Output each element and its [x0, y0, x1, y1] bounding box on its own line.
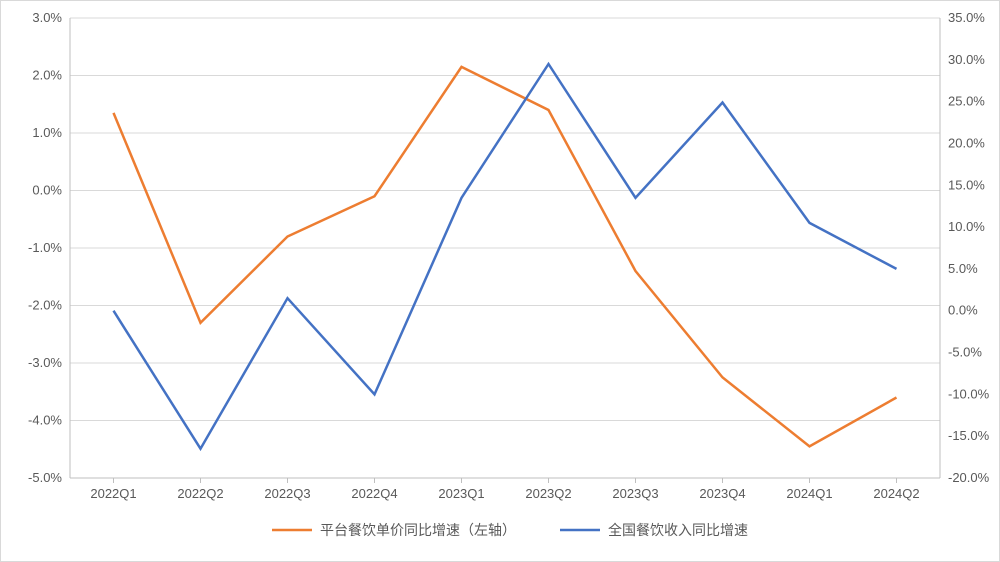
left-tick-label: -3.0%	[28, 355, 62, 370]
right-axis-labels: -20.0% -15.0% -10.0% -5.0% 0.0% 5.0% 10.0% 15.0…	[948, 10, 990, 485]
left-tick-label: 0.0%	[32, 183, 62, 198]
right-tick-label: 0.0%	[948, 303, 978, 318]
left-tick-label: 2.0%	[32, 68, 62, 83]
x-tick-label: 2024Q2	[873, 486, 919, 501]
right-tick-label: 20.0%	[948, 135, 985, 150]
right-tick-label: 35.0%	[948, 10, 985, 25]
right-tick-label: 15.0%	[948, 177, 985, 192]
right-tick-label: -20.0%	[948, 470, 990, 485]
dual-axis-line-chart: -5.0% -4.0% -3.0% -2.0% -1.0% 0.0% 1.0% 2.0% 3.0…	[0, 0, 1000, 562]
x-tick-label: 2023Q1	[438, 486, 484, 501]
legend: 平台餐饮单价同比增速（左轴） 全国餐饮收入同比增速	[272, 522, 748, 538]
left-tick-label: 1.0%	[32, 125, 62, 140]
left-tick-label: -1.0%	[28, 240, 62, 255]
x-tick-label: 2022Q1	[90, 486, 136, 501]
x-tick-label: 2023Q4	[699, 486, 745, 501]
right-tick-label: -15.0%	[948, 428, 990, 443]
left-tick-label: -4.0%	[28, 413, 62, 428]
x-tick-label: 2022Q4	[351, 486, 397, 501]
x-tick-label: 2022Q3	[264, 486, 310, 501]
left-axis-labels: -5.0% -4.0% -3.0% -2.0% -1.0% 0.0% 1.0% 2.0% 3.0…	[28, 10, 62, 485]
right-tick-label: 10.0%	[948, 219, 985, 234]
x-tick-label: 2024Q1	[786, 486, 832, 501]
gridlines	[70, 18, 940, 478]
left-tick-label: 3.0%	[32, 10, 62, 25]
series-national_revenue_yoy	[114, 64, 897, 449]
x-tick-label: 2023Q3	[612, 486, 658, 501]
x-tick-label: 2023Q2	[525, 486, 571, 501]
right-tick-label: 30.0%	[948, 52, 985, 67]
right-tick-label: -10.0%	[948, 386, 990, 401]
right-tick-label: 5.0%	[948, 261, 978, 276]
right-tick-label: -5.0%	[948, 345, 982, 360]
x-axis-labels: 2022Q1 2022Q2 2022Q3 2022Q4 2023Q1 2023Q2 2023…	[90, 478, 919, 501]
series-platform_price_yoy	[114, 67, 897, 447]
legend-label-national_revenue_yoy: 全国餐饮收入同比增速	[608, 522, 748, 538]
legend-label-platform_price_yoy: 平台餐饮单价同比增速（左轴）	[320, 522, 516, 538]
left-tick-label: -5.0%	[28, 470, 62, 485]
x-tick-label: 2022Q2	[177, 486, 223, 501]
right-tick-label: 25.0%	[948, 94, 985, 109]
left-tick-label: -2.0%	[28, 298, 62, 313]
